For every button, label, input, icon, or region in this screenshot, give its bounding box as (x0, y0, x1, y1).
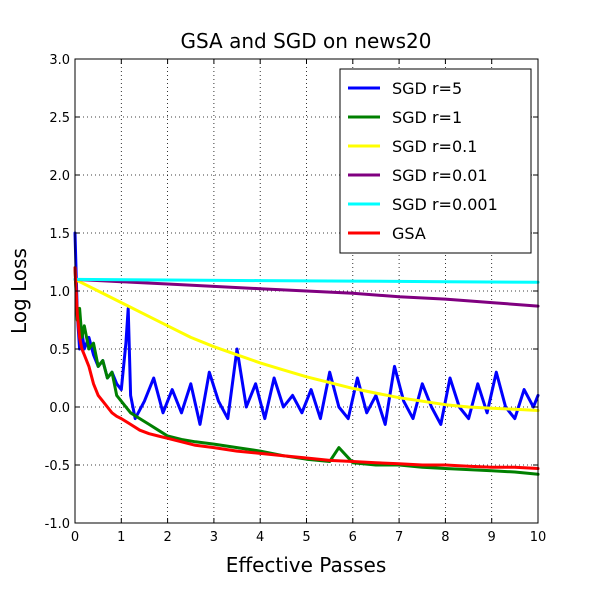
legend-label-sgd-r-0-1: SGD r=0.1 (392, 137, 477, 156)
series-line-sgd-r-0-1 (73, 277, 540, 412)
y-tick-label: -0.5 (45, 459, 70, 474)
y-tick-label: 0.0 (49, 401, 70, 416)
series-layer (73, 231, 540, 476)
chart-title: GSA and SGD on news20 (180, 29, 431, 53)
legend-label-sgd-r-0-001: SGD r=0.001 (392, 195, 498, 214)
x-tick-label: 7 (395, 530, 403, 545)
legend-label-sgd-r-5: SGD r=5 (392, 79, 462, 98)
legend-label-sgd-r-0-01: SGD r=0.01 (392, 166, 488, 185)
x-tick-label: 10 (530, 530, 547, 545)
x-axis-label: Effective Passes (226, 553, 387, 577)
legend-box (339, 68, 532, 254)
legend-label-gsa: GSA (392, 224, 426, 243)
y-tick-label: 1.5 (49, 227, 70, 242)
y-tick-label: 0.5 (49, 343, 70, 358)
x-tick-label: 2 (163, 530, 171, 545)
legend-label-sgd-r-1: SGD r=1 (392, 108, 462, 127)
x-tick-label: 5 (302, 530, 310, 545)
y-tick-label: 2.5 (49, 111, 70, 126)
x-tick-label: 1 (117, 530, 125, 545)
x-tick-label: 0 (71, 530, 79, 545)
legend: SGD r=5 SGD r=1 SGD r=0.1 SGD r=0.01 SGD r=0… (339, 68, 532, 254)
x-tick-label: 4 (256, 530, 264, 545)
y-tick-label: 3.0 (49, 53, 70, 68)
y-tick-label: 1.0 (49, 285, 70, 300)
series-line-gsa (73, 266, 540, 470)
ticks: 0 1 2 3 4 5 6 7 8 9 10 -1.0 -0.5 0.0 0.5 1.0 1.5 2.0 2.5 3.… (45, 53, 547, 545)
series-line-sgd-r-0-001 (73, 277, 540, 284)
y-tick-label: -1.0 (45, 517, 70, 532)
series-line-sgd-r-0-01 (73, 277, 540, 308)
x-tick-label: 3 (210, 530, 218, 545)
x-tick-label: 6 (349, 530, 357, 545)
x-tick-label: 9 (488, 530, 496, 545)
x-tick-label: 8 (441, 530, 449, 545)
y-tick-label: 2.0 (49, 169, 70, 184)
y-axis-label: Log Loss (7, 248, 31, 334)
